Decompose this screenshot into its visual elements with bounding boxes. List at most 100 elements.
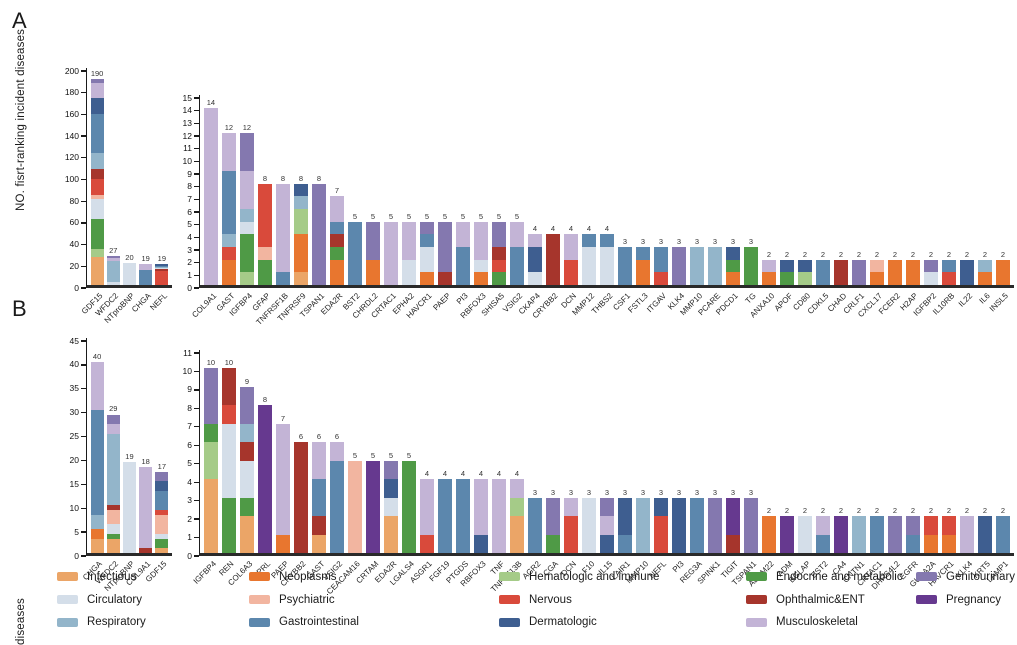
y-tick-label: 3 bbox=[187, 495, 192, 506]
y-tick-mark bbox=[193, 389, 199, 391]
segment-gastrointestinal bbox=[347, 221, 362, 285]
segment-genitourinary bbox=[707, 497, 722, 553]
y-tick-label: 35 bbox=[69, 383, 79, 394]
y-tick-label: 140 bbox=[64, 130, 79, 141]
bar-value-label: 8 bbox=[280, 173, 286, 183]
bar-value-label: 19 bbox=[125, 452, 134, 462]
bar-value-label: 2 bbox=[964, 249, 970, 259]
bar-NTproBNP: 19 NTproBNP bbox=[103, 453, 137, 593]
segment-respiratory bbox=[90, 514, 104, 530]
segment-musculoskeletal bbox=[599, 516, 614, 535]
segment-genitourinary bbox=[671, 247, 686, 285]
segment-dermatologic bbox=[779, 259, 794, 273]
segment-musculoskeletal bbox=[509, 221, 524, 247]
legend-label: Pregnancy bbox=[946, 593, 1001, 606]
bar-CGA: 3 CGA bbox=[541, 488, 560, 578]
bar-value-label: 2 bbox=[766, 506, 772, 516]
segment-psychiatric bbox=[347, 460, 362, 553]
bar-CDKL5: 2 CDKL5 bbox=[805, 250, 830, 315]
y-tick-label: 2 bbox=[187, 513, 192, 524]
segment-circulatory bbox=[106, 524, 120, 534]
segment-gastrointestinal bbox=[155, 490, 169, 511]
bar-value-label: 8 bbox=[316, 173, 322, 183]
y-tick-mark bbox=[193, 518, 199, 520]
bar-CD80: 2 CD80 bbox=[791, 250, 812, 312]
segment-dermatologic bbox=[293, 183, 308, 197]
segment-psychiatric bbox=[155, 514, 169, 534]
bar-value-label: 3 bbox=[748, 237, 754, 246]
bar-ADAM22: 2ADAM22 bbox=[747, 507, 776, 588]
y-tick-mark bbox=[81, 243, 86, 246]
bar-WFDC2: 29 WFDC2 bbox=[94, 405, 120, 586]
segment-circulatory bbox=[155, 267, 169, 269]
segment-ophthalmic bbox=[239, 442, 254, 461]
bar-value-label: 6 bbox=[316, 432, 322, 442]
segment-nervous bbox=[221, 247, 236, 260]
segment-genitourinary bbox=[599, 497, 614, 517]
segment-gastrointestinal bbox=[995, 516, 1010, 553]
segment-neoplasms bbox=[473, 272, 488, 285]
legend-label: Musculoskeletal bbox=[776, 616, 858, 629]
y-tick-mark bbox=[193, 463, 199, 465]
segment-gastrointestinal bbox=[329, 221, 344, 235]
y-tick-mark bbox=[193, 173, 199, 175]
bar-value-label: 3 bbox=[622, 237, 628, 246]
y-tick-label: 180 bbox=[64, 87, 79, 98]
bar-CA4: 2 CA4 bbox=[831, 507, 848, 577]
y-tick-mark bbox=[81, 92, 86, 94]
segment-gastrointestinal bbox=[275, 272, 290, 285]
y-tick-label: 15 bbox=[69, 478, 79, 489]
bar-value-label: 27 bbox=[109, 245, 118, 255]
bar-value-label: 2 bbox=[802, 249, 808, 259]
y-tick-label: 80 bbox=[69, 195, 79, 206]
bar-value-label: 5 bbox=[388, 450, 394, 460]
bar-EGFR: 2 EGFR bbox=[898, 507, 920, 582]
circulatory-swatch bbox=[57, 595, 78, 604]
segment-neoplasms bbox=[995, 259, 1010, 285]
bar-value-label: 5 bbox=[424, 211, 430, 221]
segment-pregnancy bbox=[779, 516, 794, 553]
y-tick-mark bbox=[193, 135, 199, 137]
segment-ophthalmic bbox=[545, 234, 560, 285]
bar-DCN: 3 DCN bbox=[559, 488, 578, 578]
y-axis: 0 1 2 3 4 5 6 7 8 9 10 11 bbox=[175, 348, 199, 560]
segment-musculoskeletal bbox=[491, 479, 506, 553]
segment-endocrine bbox=[401, 460, 416, 553]
bar-F10: 3 F10 bbox=[580, 488, 596, 575]
y-tick-mark bbox=[193, 249, 199, 251]
y-tick-label: 0 bbox=[187, 282, 192, 293]
bar-value-label: 2 bbox=[928, 249, 934, 259]
legend-label: Nervous bbox=[529, 593, 572, 606]
bar-CKAP4: 4 CKAP4 bbox=[517, 225, 542, 316]
segment-respiratory bbox=[221, 234, 236, 248]
y-tick-mark bbox=[193, 352, 199, 354]
bar-value-label: 3 bbox=[694, 237, 700, 246]
y-tick-label: 0 bbox=[74, 282, 79, 293]
segment-endocrine bbox=[779, 272, 794, 285]
y-axis: 0 5 10 15 20 25 30 35 40 45 bbox=[46, 336, 86, 560]
bar-value-label: 5 bbox=[496, 211, 502, 221]
legend-label: Genitourinary bbox=[946, 570, 1016, 583]
segment-endocrine bbox=[545, 534, 560, 553]
y-tick-mark bbox=[81, 178, 86, 181]
bar-NEFL: 19 NEFL bbox=[148, 255, 169, 312]
segment-hematologic bbox=[203, 442, 218, 480]
y-tick-mark bbox=[193, 536, 199, 539]
segment-musculoskeletal bbox=[106, 257, 120, 262]
legend-label: Psychiatric bbox=[279, 593, 335, 606]
panel-b-left-chart: 0 5 10 15 20 25 30 35 40 45 40 CHGA 29 WFDC2 19 NTproBN… bbox=[46, 336, 172, 593]
y-tick-label: 10 bbox=[182, 155, 192, 166]
y-tick-label: 9 bbox=[187, 384, 192, 395]
segment-genitourinary bbox=[311, 183, 326, 285]
legend-item-circulatory: Circulatory bbox=[57, 594, 249, 606]
segment-musculoskeletal bbox=[455, 221, 470, 247]
bar-value-label: 5 bbox=[388, 211, 394, 221]
y-tick-label: 6 bbox=[187, 439, 192, 450]
bar-IL15: 3 IL15 bbox=[597, 488, 614, 576]
segment-gastrointestinal bbox=[581, 234, 596, 247]
segment-ophthalmic bbox=[90, 168, 104, 179]
bar-value-label: 19 bbox=[157, 254, 167, 264]
panel-b-main-chart: 0 1 2 3 4 5 6 7 8 9 10 11 10 IGFBP4 10 REN 9 COL6A3 8 PRL 7 P… bbox=[175, 348, 1014, 596]
segment-gastrointestinal bbox=[869, 516, 884, 553]
segment-musculoskeletal bbox=[563, 497, 578, 517]
